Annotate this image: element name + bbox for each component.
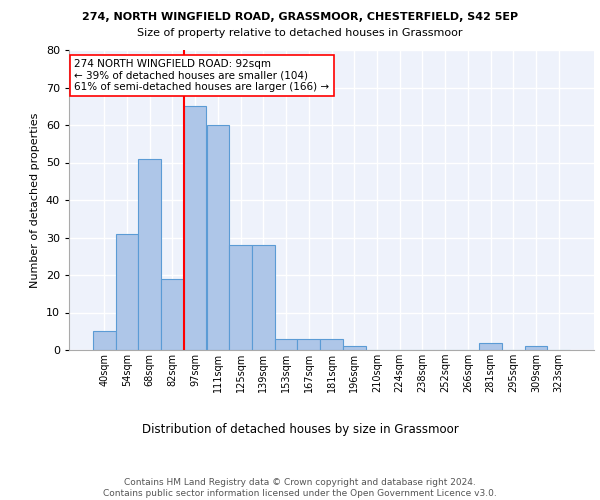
Bar [93, 331, 116, 350]
Bar [298, 339, 320, 350]
Bar [524, 346, 547, 350]
Text: Distribution of detached houses by size in Grassmoor: Distribution of detached houses by size … [142, 422, 458, 436]
Text: Size of property relative to detached houses in Grassmoor: Size of property relative to detached ho… [137, 28, 463, 38]
Bar [252, 245, 275, 350]
Bar [479, 342, 502, 350]
Bar [343, 346, 365, 350]
Text: 274, NORTH WINGFIELD ROAD, GRASSMOOR, CHESTERFIELD, S42 5EP: 274, NORTH WINGFIELD ROAD, GRASSMOOR, CH… [82, 12, 518, 22]
Bar [229, 245, 252, 350]
Bar [184, 106, 206, 350]
Y-axis label: Number of detached properties: Number of detached properties [30, 112, 40, 288]
Bar [139, 159, 161, 350]
Bar [206, 125, 229, 350]
Text: 274 NORTH WINGFIELD ROAD: 92sqm
← 39% of detached houses are smaller (104)
61% o: 274 NORTH WINGFIELD ROAD: 92sqm ← 39% of… [74, 59, 329, 92]
Bar [275, 339, 298, 350]
Bar [161, 279, 184, 350]
Text: Contains HM Land Registry data © Crown copyright and database right 2024.
Contai: Contains HM Land Registry data © Crown c… [103, 478, 497, 498]
Bar [116, 234, 139, 350]
Bar [320, 339, 343, 350]
